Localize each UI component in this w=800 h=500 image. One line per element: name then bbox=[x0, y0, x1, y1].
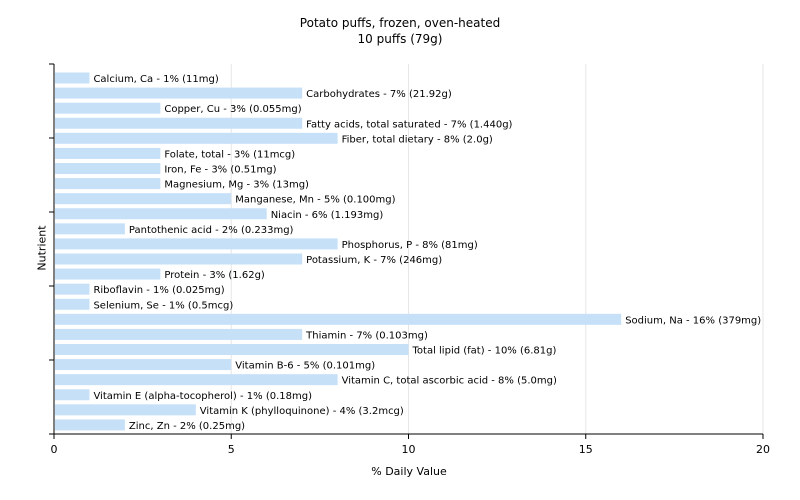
bar-label: Sodium, Na - 16% (379mg) bbox=[625, 315, 761, 326]
bar bbox=[55, 238, 338, 250]
bar bbox=[55, 208, 267, 220]
bar bbox=[55, 374, 338, 386]
y-axis-label: Nutrient bbox=[35, 225, 49, 271]
bar-label: Phosphorus, P - 8% (81mg) bbox=[342, 240, 478, 251]
bar-label: Vitamin B-6 - 5% (0.101mg) bbox=[235, 361, 375, 372]
x-axis-label: % Daily Value bbox=[371, 465, 447, 478]
bar bbox=[55, 117, 303, 129]
bar-label: Vitamin E (alpha-tocopherol) - 1% (0.18m… bbox=[93, 391, 312, 402]
bar bbox=[55, 283, 90, 295]
x-tick-label: 0 bbox=[51, 443, 58, 456]
bar bbox=[55, 419, 125, 431]
bar bbox=[55, 253, 303, 265]
bar-label: Calcium, Ca - 1% (11mg) bbox=[93, 74, 218, 85]
bar bbox=[55, 223, 125, 235]
x-tick-label: 5 bbox=[228, 443, 235, 456]
bar-label: Thiamin - 7% (0.103mg) bbox=[305, 330, 428, 341]
bar bbox=[55, 87, 303, 99]
bar-label: Iron, Fe - 3% (0.51mg) bbox=[164, 165, 276, 176]
x-tick-label: 15 bbox=[579, 443, 593, 456]
bar bbox=[55, 178, 161, 190]
bar-label: Vitamin C, total ascorbic acid - 8% (5.0… bbox=[342, 376, 557, 387]
bar-label: Riboflavin - 1% (0.025mg) bbox=[93, 285, 224, 296]
bar bbox=[55, 404, 196, 416]
x-tick-label: 10 bbox=[402, 443, 416, 456]
bar bbox=[55, 328, 303, 340]
bar-label: Zinc, Zn - 2% (0.25mg) bbox=[129, 421, 245, 432]
bar-label: Magnesium, Mg - 3% (13mg) bbox=[164, 180, 309, 191]
bar bbox=[55, 72, 90, 84]
bar-label: Protein - 3% (1.62g) bbox=[164, 270, 265, 281]
x-tick-label: 20 bbox=[756, 443, 770, 456]
bar-label: Folate, total - 3% (11mcg) bbox=[164, 149, 295, 160]
bar-label: Copper, Cu - 3% (0.055mg) bbox=[164, 104, 301, 115]
bar bbox=[55, 359, 232, 371]
bar bbox=[55, 193, 232, 205]
bar-label: Carbohydrates - 7% (21.92g) bbox=[306, 89, 452, 100]
chart-title: Potato puffs, frozen, oven-heated bbox=[299, 16, 501, 30]
bar bbox=[55, 102, 161, 114]
chart-subtitle: 10 puffs (79g) bbox=[357, 32, 443, 46]
bar-label: Fiber, total dietary - 8% (2.0g) bbox=[342, 134, 493, 145]
bar bbox=[55, 268, 161, 280]
bar-label: Total lipid (fat) - 10% (6.81g) bbox=[412, 346, 557, 357]
bar-label: Selenium, Se - 1% (0.5mcg) bbox=[93, 300, 233, 311]
bar bbox=[55, 313, 622, 325]
bar-label: Manganese, Mn - 5% (0.100mg) bbox=[235, 195, 395, 206]
bar-label: Fatty acids, total saturated - 7% (1.440… bbox=[306, 119, 512, 130]
bar bbox=[55, 344, 409, 355]
bar bbox=[55, 147, 161, 159]
bar-label: Vitamin K (phylloquinone) - 4% (3.2mcg) bbox=[200, 406, 404, 417]
bar bbox=[55, 389, 90, 401]
bar-label: Niacin - 6% (1.193mg) bbox=[271, 210, 384, 221]
bar bbox=[55, 132, 338, 144]
bar-label: Pantothenic acid - 2% (0.233mg) bbox=[129, 225, 294, 236]
bar bbox=[55, 298, 90, 310]
bar-label: Potassium, K - 7% (246mg) bbox=[306, 255, 442, 266]
bar bbox=[55, 163, 161, 174]
